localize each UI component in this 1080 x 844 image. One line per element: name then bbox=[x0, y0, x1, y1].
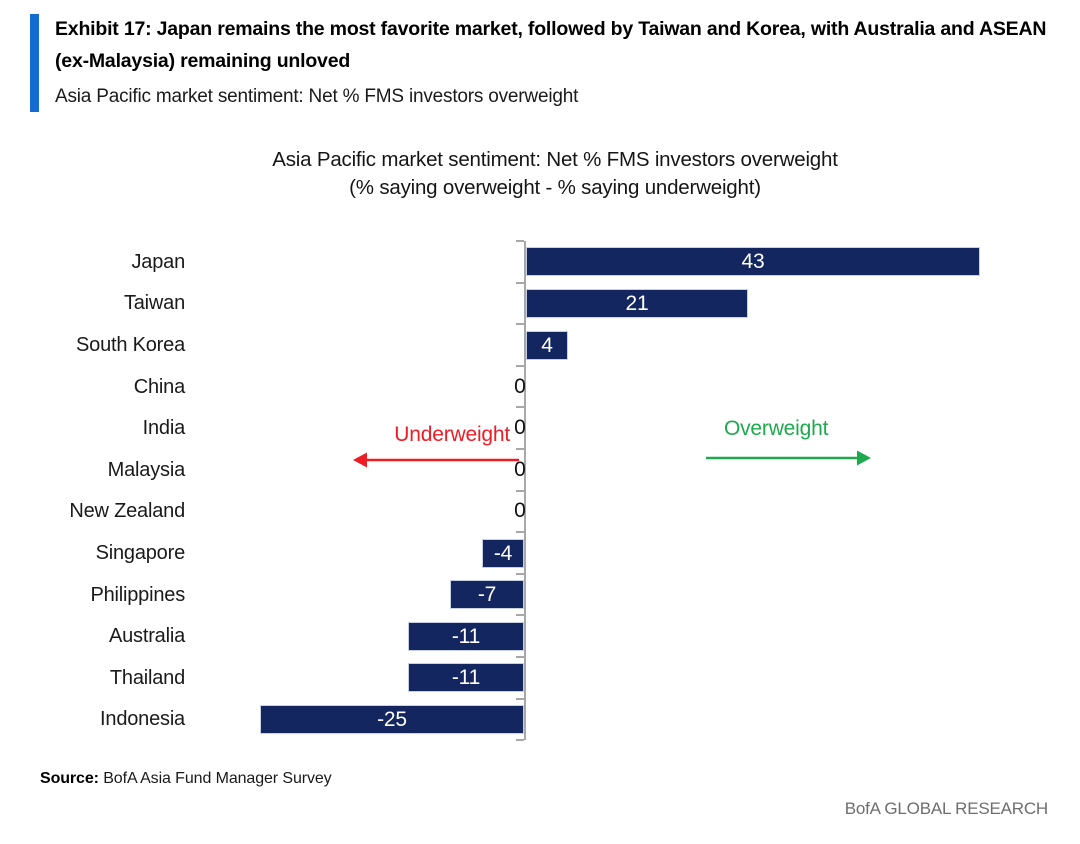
category-label-indonesia: Indonesia bbox=[100, 708, 185, 731]
axis-tick bbox=[516, 572, 524, 575]
axis-tick bbox=[516, 364, 524, 367]
exhibit-accent-bar bbox=[30, 14, 39, 112]
category-label-australia: Australia bbox=[108, 625, 185, 648]
source-text: BofA Asia Fund Manager Survey bbox=[103, 770, 332, 787]
axis-tick bbox=[516, 448, 524, 450]
category-label-new-zealand: New Zealand bbox=[69, 500, 185, 523]
category-label-south-korea: South Korea bbox=[76, 334, 185, 356]
bar-indonesia: -25 bbox=[260, 704, 524, 734]
axis-tick bbox=[516, 281, 524, 284]
axis-tick bbox=[516, 406, 524, 409]
bar-value-japan: 43 bbox=[741, 250, 765, 274]
bar-value-indonesia: -25 bbox=[377, 707, 407, 731]
bar-value-china: 0 bbox=[514, 374, 526, 398]
underweight-annotation: Underweight bbox=[394, 423, 510, 446]
axis-tick bbox=[516, 614, 524, 617]
overweight-arrow-icon bbox=[706, 450, 871, 466]
exhibit-title: Exhibit 17: Japan remains the most favor… bbox=[55, 18, 1047, 72]
exhibit-subtitle: Asia Pacific market sentiment: Net % FMS… bbox=[55, 86, 579, 107]
underweight-arrow-icon bbox=[353, 452, 519, 468]
axis-tick bbox=[516, 323, 524, 326]
bar-philippines: -7 bbox=[450, 580, 524, 610]
bar-value-singapore: -4 bbox=[493, 541, 513, 565]
bar-japan: 43 bbox=[526, 247, 980, 277]
chart-title-line2: (% saying overweight - % saying underwei… bbox=[349, 176, 761, 199]
category-label-philippines: Philippines bbox=[90, 583, 185, 606]
brand-mark: BofA GLOBAL RESEARCH bbox=[844, 799, 1048, 818]
axis-tick bbox=[516, 240, 524, 242]
chart-title-line1: Asia Pacific market sentiment: Net % FMS… bbox=[272, 148, 838, 171]
bar-thailand: -11 bbox=[408, 663, 524, 693]
axis-tick bbox=[516, 531, 524, 534]
source-label: Source: bbox=[40, 770, 99, 787]
category-label-malaysia: Malaysia bbox=[107, 458, 186, 481]
y-axis-line bbox=[524, 241, 526, 741]
bar-value-philippines: -7 bbox=[477, 583, 497, 607]
category-label-japan: Japan bbox=[131, 250, 186, 273]
chart-title: Asia Pacific market sentiment: Net % FMS… bbox=[90, 146, 1020, 202]
source-note: Source: BofA Asia Fund Manager Survey bbox=[40, 770, 332, 788]
category-label-singapore: Singapore bbox=[95, 542, 186, 564]
bar-singapore: -4 bbox=[482, 538, 524, 568]
bar-australia: -11 bbox=[408, 621, 524, 651]
bar-south-korea: 4 bbox=[526, 330, 568, 360]
bar-value-south-korea: 4 bbox=[541, 333, 553, 357]
bar-value-taiwan: 21 bbox=[625, 291, 649, 315]
bar-value-new-zealand: 0 bbox=[514, 499, 526, 523]
axis-tick bbox=[516, 489, 524, 492]
axis-tick bbox=[516, 697, 524, 700]
overweight-annotation: Overweight bbox=[724, 417, 829, 440]
bar-taiwan: 21 bbox=[526, 288, 748, 318]
bar-value-india: 0 bbox=[514, 416, 526, 440]
category-label-china: China bbox=[133, 375, 185, 398]
axis-tick bbox=[516, 656, 524, 658]
axis-tick bbox=[516, 739, 524, 742]
bar-value-malaysia: 0 bbox=[514, 457, 526, 481]
category-label-india: India bbox=[142, 417, 186, 440]
category-label-taiwan: Taiwan bbox=[123, 292, 185, 315]
bar-value-thailand: -11 bbox=[451, 666, 481, 690]
category-label-thailand: Thailand bbox=[109, 666, 185, 689]
bar-value-australia: -11 bbox=[451, 624, 481, 648]
